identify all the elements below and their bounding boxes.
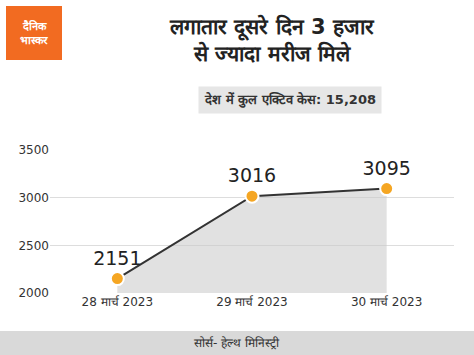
svg-text:28 मार्च 2023: 28 मार्च 2023 [82,295,153,309]
svg-text:3095: 3095 [362,157,410,179]
svg-text:लगातार दूसरे दिन 3 हजारसे ज्या: लगातार दूसरे दिन 3 हजारसे ज्यादा मरीज मि… [169,14,375,66]
svg-text:दैनिकभास्कर: दैनिकभास्कर [20,19,48,47]
svg-text:देश में कुल एक्टिव केस: 15,208: देश में कुल एक्टिव केस: 15,208 [204,92,376,108]
svg-text:3000: 3000 [18,191,49,205]
svg-text:30 मार्च 2023: 30 मार्च 2023 [351,295,422,309]
svg-text:29 मार्च 2023: 29 मार्च 2023 [216,295,287,309]
svg-text:सोर्स- हेल्थ मिनिस्ट्री: सोर्स- हेल्थ मिनिस्ट्री [194,336,280,350]
svg-text:2000: 2000 [18,286,49,300]
svg-text:3016: 3016 [228,164,276,186]
svg-text:2151: 2151 [93,247,141,269]
svg-text:2500: 2500 [18,239,49,253]
svg-text:3500: 3500 [18,143,49,157]
